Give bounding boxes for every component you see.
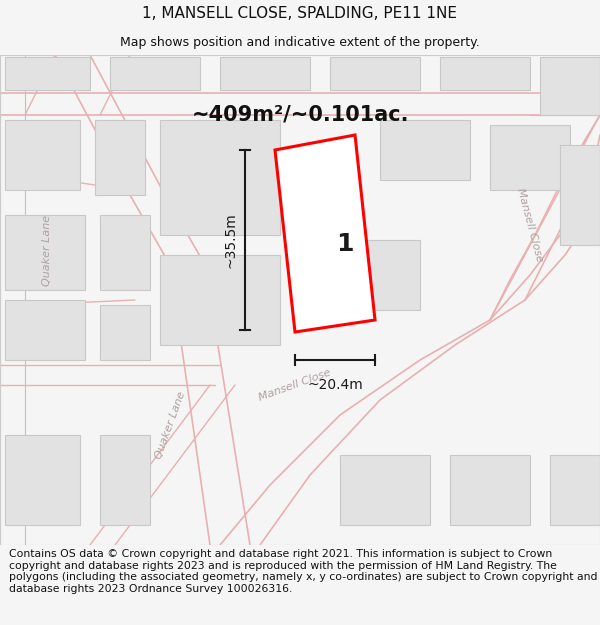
Text: Quaker Lane: Quaker Lane: [153, 390, 187, 460]
Polygon shape: [5, 300, 85, 360]
Polygon shape: [550, 57, 600, 90]
Polygon shape: [550, 455, 600, 525]
Polygon shape: [95, 120, 145, 195]
Text: ~20.4m: ~20.4m: [307, 378, 363, 392]
Text: Map shows position and indicative extent of the property.: Map shows position and indicative extent…: [120, 36, 480, 49]
Polygon shape: [380, 120, 470, 180]
Text: Mansell Close: Mansell Close: [515, 187, 545, 263]
Polygon shape: [5, 215, 85, 290]
Polygon shape: [320, 240, 420, 310]
Polygon shape: [5, 57, 90, 90]
Polygon shape: [340, 455, 430, 525]
Polygon shape: [560, 145, 600, 245]
Text: Mansell Close: Mansell Close: [257, 368, 332, 402]
Polygon shape: [160, 120, 280, 235]
Text: Quaker Lane: Quaker Lane: [42, 214, 52, 286]
Polygon shape: [220, 57, 310, 90]
Polygon shape: [100, 305, 150, 360]
Text: ~409m²/~0.101ac.: ~409m²/~0.101ac.: [191, 105, 409, 125]
Polygon shape: [490, 125, 570, 190]
Polygon shape: [330, 57, 420, 90]
Text: 1: 1: [336, 232, 354, 256]
Polygon shape: [450, 455, 530, 525]
Polygon shape: [540, 57, 600, 115]
Text: 1, MANSELL CLOSE, SPALDING, PE11 1NE: 1, MANSELL CLOSE, SPALDING, PE11 1NE: [143, 6, 458, 21]
Text: ~35.5m: ~35.5m: [223, 212, 237, 268]
Polygon shape: [160, 255, 280, 345]
Polygon shape: [110, 57, 200, 90]
Text: Contains OS data © Crown copyright and database right 2021. This information is : Contains OS data © Crown copyright and d…: [9, 549, 598, 594]
Polygon shape: [100, 435, 150, 525]
Polygon shape: [440, 57, 530, 90]
Polygon shape: [100, 215, 150, 290]
Polygon shape: [275, 135, 375, 332]
Polygon shape: [5, 120, 80, 190]
Polygon shape: [5, 435, 80, 525]
